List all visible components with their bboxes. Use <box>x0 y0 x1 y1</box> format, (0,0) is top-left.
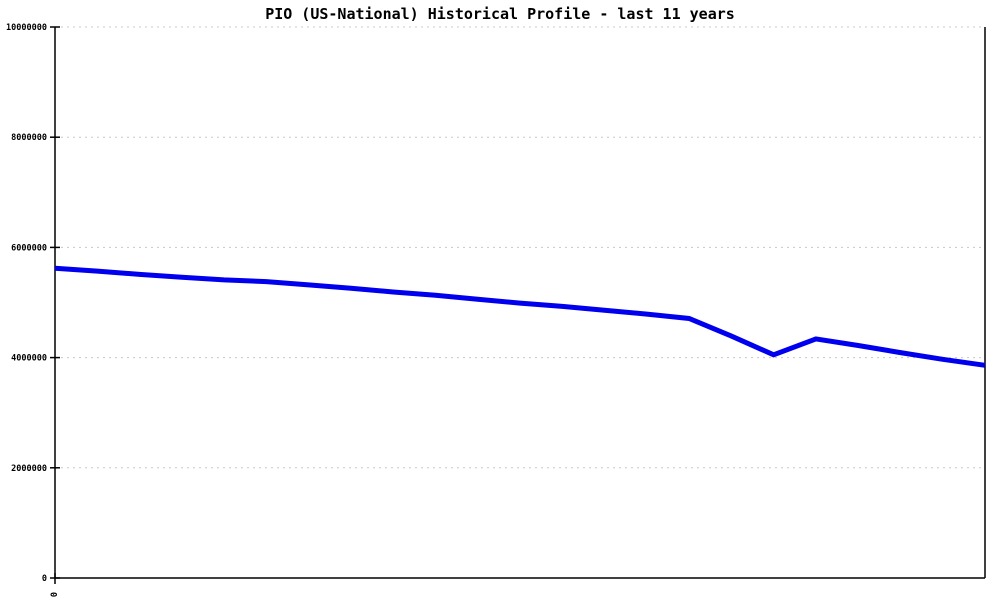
data-line-series <box>54 265 986 368</box>
x-tick-label: 0 <box>50 592 60 597</box>
y-tick-label: 4000000 <box>11 354 47 364</box>
y-tick-label: 6000000 <box>11 243 47 253</box>
y-tick-label: 10000000 <box>6 23 47 33</box>
y-tick-label: 0 <box>42 574 47 584</box>
y-tick-label: 2000000 <box>11 464 47 474</box>
y-tick-label: 8000000 <box>11 133 47 143</box>
chart-title: PIO (US-National) Historical Profile - l… <box>265 5 735 23</box>
